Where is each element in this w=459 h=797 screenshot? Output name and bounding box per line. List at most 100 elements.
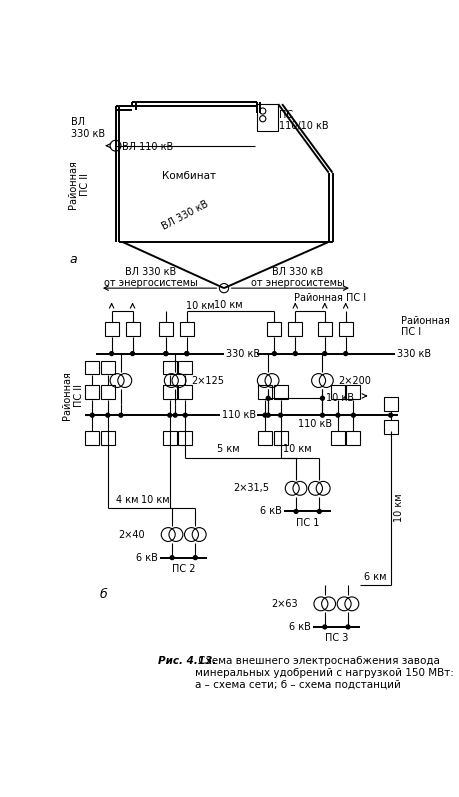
Circle shape (168, 414, 172, 417)
Text: 330 кВ: 330 кВ (397, 348, 431, 359)
Circle shape (185, 351, 189, 355)
Bar (178, 431, 192, 446)
Text: ПС 2: ПС 2 (172, 563, 196, 574)
Text: ВЛ 110 кВ: ВЛ 110 кВ (122, 142, 173, 152)
Text: 10 кВ: 10 кВ (326, 393, 354, 403)
Circle shape (344, 351, 347, 355)
Text: ПС 1: ПС 1 (296, 517, 319, 528)
Bar (318, 322, 332, 336)
Circle shape (260, 108, 266, 114)
Bar (331, 385, 345, 399)
Circle shape (90, 414, 94, 417)
Text: Схема внешнего электроснабжения завода
минеральных удобрений с нагрузкой 150 МВт: Схема внешнего электроснабжения завода м… (196, 656, 454, 689)
Bar (257, 104, 278, 131)
Circle shape (110, 351, 113, 355)
Circle shape (266, 414, 270, 417)
Circle shape (279, 414, 282, 417)
Bar (384, 397, 397, 410)
Text: а: а (69, 253, 77, 266)
Bar (274, 431, 287, 446)
Text: 110 кВ: 110 кВ (297, 419, 332, 429)
Bar (105, 322, 118, 336)
Circle shape (164, 351, 168, 355)
Circle shape (185, 351, 189, 355)
Text: Районная
ПС II: Районная ПС II (62, 371, 84, 420)
Text: 10 км: 10 км (213, 300, 242, 310)
Circle shape (293, 351, 297, 355)
Circle shape (323, 625, 327, 629)
Text: 10 км: 10 км (283, 445, 312, 454)
Bar (163, 385, 177, 399)
Bar (85, 385, 99, 399)
Circle shape (336, 414, 340, 417)
Text: Комбинат: Комбинат (162, 171, 216, 182)
Bar (268, 322, 281, 336)
Circle shape (263, 414, 267, 417)
Circle shape (266, 396, 270, 400)
Circle shape (219, 284, 229, 292)
Bar (331, 431, 345, 446)
Circle shape (273, 351, 276, 355)
Text: ВЛ 330 кВ
от энергосистемы: ВЛ 330 кВ от энергосистемы (251, 266, 345, 289)
Text: Районная
ПС II: Районная ПС II (68, 159, 90, 209)
Bar (347, 385, 360, 399)
Text: б: б (100, 588, 108, 602)
Bar (180, 322, 194, 336)
Bar (384, 420, 397, 434)
Bar (159, 322, 173, 336)
Bar (258, 385, 272, 399)
Bar (163, 431, 177, 446)
Bar (339, 322, 353, 336)
Circle shape (320, 396, 325, 400)
Bar (274, 385, 287, 399)
Text: ВЛ 330 кВ
от энергосистемы: ВЛ 330 кВ от энергосистемы (103, 266, 197, 289)
Text: 10 км: 10 км (186, 301, 215, 312)
Bar (101, 431, 115, 446)
Text: 330 кВ: 330 кВ (226, 348, 260, 359)
Bar (178, 360, 192, 375)
Text: ВЛ
330 кВ: ВЛ 330 кВ (71, 117, 106, 139)
Bar (101, 360, 115, 375)
Text: Районная
ПС I: Районная ПС I (401, 316, 449, 337)
Text: 2×200: 2×200 (339, 375, 372, 386)
Text: 2×31,5: 2×31,5 (233, 483, 269, 493)
Circle shape (320, 414, 325, 417)
Text: 4 км: 4 км (116, 494, 138, 505)
Text: 2×40: 2×40 (118, 529, 145, 540)
Circle shape (170, 556, 174, 559)
Text: ВЛ 330 кВ: ВЛ 330 кВ (160, 198, 210, 231)
Text: 5 км: 5 км (217, 445, 239, 454)
Bar (347, 431, 360, 446)
Circle shape (131, 351, 134, 355)
Text: 6 кВ: 6 кВ (289, 622, 311, 632)
Bar (258, 431, 272, 446)
Circle shape (346, 625, 350, 629)
Circle shape (193, 556, 197, 559)
Text: 10 км: 10 км (394, 493, 404, 522)
Bar (178, 385, 192, 399)
Text: 10 км: 10 км (141, 494, 170, 505)
Bar (85, 360, 99, 375)
Text: 2×63: 2×63 (271, 599, 297, 609)
Circle shape (317, 509, 321, 513)
Bar (101, 385, 115, 399)
Text: Рис. 4.13.: Рис. 4.13. (158, 656, 217, 666)
Circle shape (164, 351, 168, 355)
Bar (126, 322, 140, 336)
Text: ПС
110/10 кВ: ПС 110/10 кВ (279, 109, 329, 131)
Text: 110 кВ: 110 кВ (223, 410, 257, 420)
Text: 6 кВ: 6 кВ (260, 506, 282, 516)
Circle shape (323, 351, 327, 355)
Bar (163, 360, 177, 375)
Circle shape (106, 414, 110, 417)
Circle shape (173, 414, 177, 417)
Bar (85, 431, 99, 446)
Bar (288, 322, 302, 336)
Circle shape (260, 116, 266, 122)
Circle shape (389, 414, 392, 417)
Text: Районная ПС I: Районная ПС I (294, 292, 366, 303)
Circle shape (294, 509, 298, 513)
Text: 6 кВ: 6 кВ (136, 552, 158, 563)
Circle shape (110, 140, 121, 151)
Text: ПС 3: ПС 3 (325, 633, 348, 643)
